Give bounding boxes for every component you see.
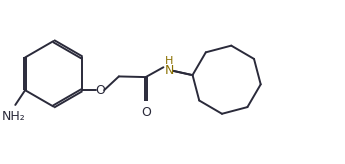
Text: N: N [165,64,174,77]
Text: H: H [165,56,174,66]
Text: O: O [141,106,151,119]
Text: NH₂: NH₂ [2,110,26,123]
Text: O: O [95,84,105,97]
